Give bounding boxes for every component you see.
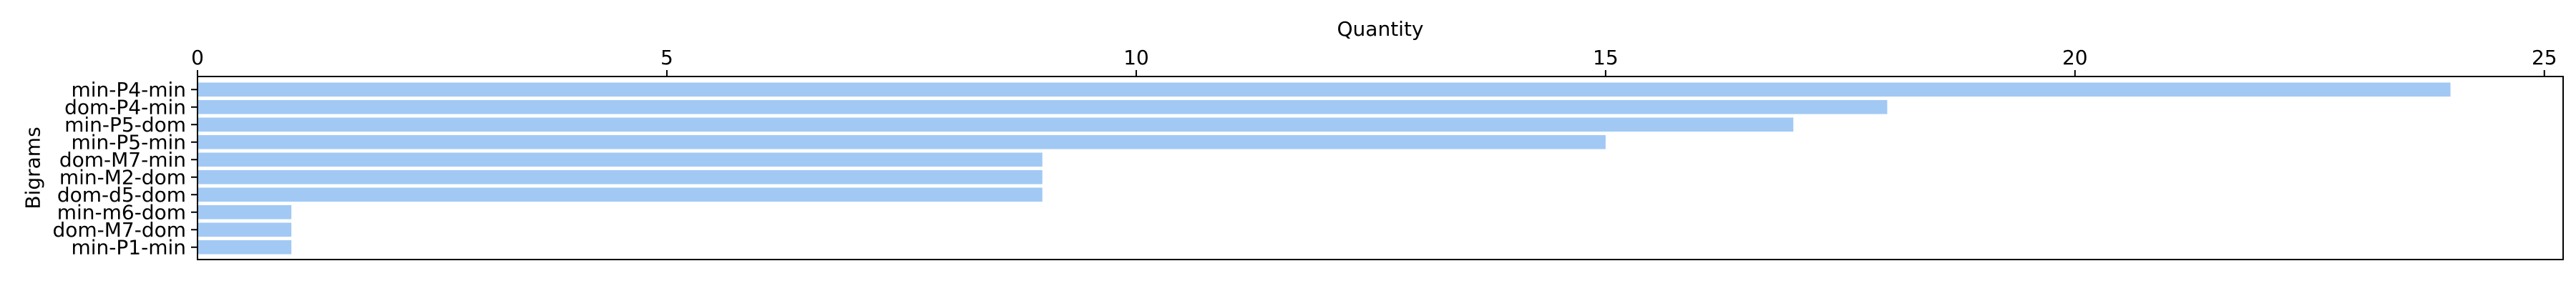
x-tick-label: 10 [1123,46,1149,69]
bar-min-P5-dom [197,117,1794,132]
y-tick-label: dom-M7-min [59,148,186,172]
x-tick-label: 20 [2062,46,2088,69]
y-tick-label: dom-M7-dom [52,218,186,242]
bar-min-P4-min [197,82,2451,97]
x-tick-label: 15 [1593,46,1619,69]
x-tick-label: 25 [2532,46,2557,69]
y-tick-label: min-P5-dom [64,113,186,137]
plot-area [197,82,2451,255]
y-tick-label: dom-P4-min [64,95,186,119]
bar-min-P5-min [197,134,1606,149]
bar-dom-M7-dom [197,222,292,237]
y-tick-label: min-P1-min [71,235,186,259]
bar-min-M2-dom [197,169,1043,184]
y-tick-label: dom-d5-dom [57,183,186,207]
x-tick-label: 0 [191,46,204,69]
y-axis-title: Bigrams [21,127,45,209]
plot-frame [197,76,2564,260]
bar-min-P1-min [197,240,292,255]
y-tick-label: min-M2-dom [59,165,186,189]
bar-dom-P4-min [197,99,1888,114]
y-axis: min-P4-mindom-P4-minmin-P5-dommin-P5-min… [52,78,197,259]
x-axis-title: Quantity [1337,17,1424,41]
y-tick-label: min-P5-min [71,130,186,154]
x-tick-label: 5 [660,46,673,69]
bar-dom-M7-min [197,152,1043,167]
x-axis: 0 5 10 15 20 25 [191,46,2557,77]
y-tick-label: min-m6-dom [57,200,186,224]
y-tick-label: min-P4-min [71,78,186,102]
bar-dom-d5-dom [197,187,1043,202]
bar-min-m6-dom [197,204,292,220]
